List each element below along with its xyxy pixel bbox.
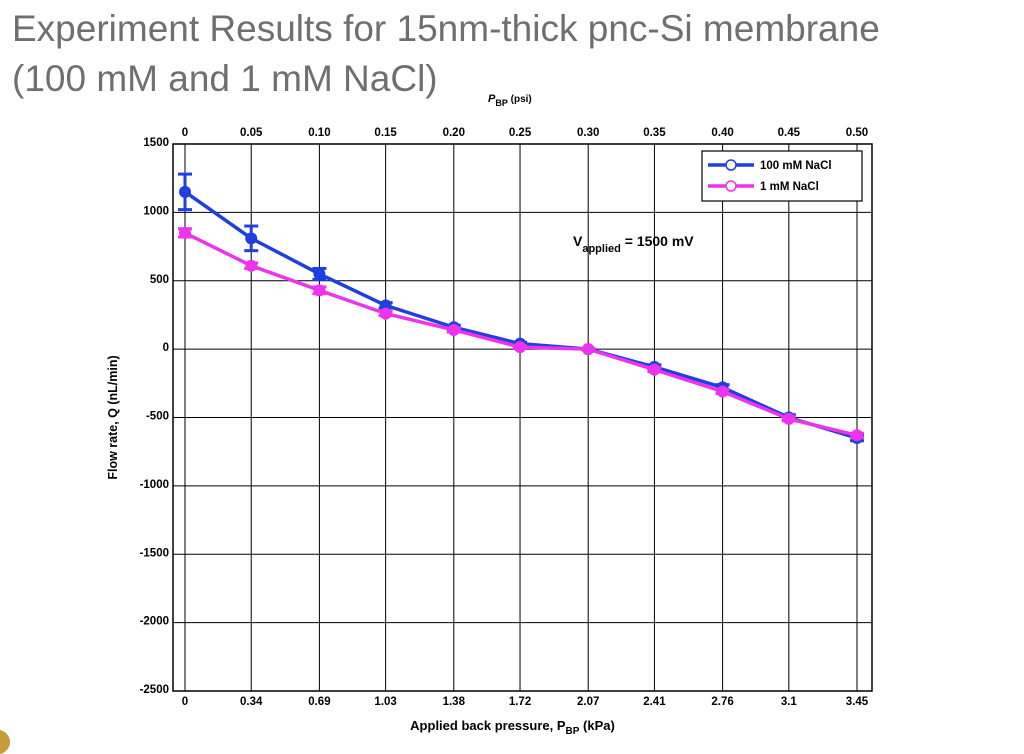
x2-tick-label: 0.10 — [308, 127, 330, 139]
x-tick-label: 2.76 — [711, 696, 733, 708]
legend-box — [701, 150, 863, 202]
slide-title-line-1: Experiment Results for 15nm-thick pnc-Si… — [12, 8, 880, 49]
x-tick-label: 2.07 — [577, 696, 599, 708]
x-tick-label: 3.1 — [781, 696, 798, 708]
x-axis-label: Applied back pressure, PBP (kPa) — [410, 718, 615, 737]
x-tick-label: 1.38 — [443, 696, 466, 708]
data-point — [179, 185, 191, 198]
y-tick-label: -2500 — [140, 684, 169, 696]
y-tick-label: 1000 — [143, 205, 169, 217]
legend-swatch-marker — [725, 159, 737, 171]
x2-tick-label: 0.25 — [509, 127, 532, 139]
data-point — [648, 363, 661, 376]
data-point — [245, 259, 258, 272]
x2-axis-label: PBP (psi) — [488, 93, 532, 108]
y-tick-label: -1500 — [140, 547, 169, 559]
x2-tick-label: 0.20 — [443, 127, 465, 139]
slide-title-line-2: (100 mM and 1 mM NaCl) — [12, 58, 438, 99]
slide-title: Experiment Results for 15nm-thick pnc-Si… — [12, 4, 1012, 104]
x2-tick-label: 0.15 — [374, 127, 397, 139]
data-point — [716, 385, 729, 398]
y-tick-label: 0 — [163, 342, 169, 354]
x-tick-label: 0.69 — [308, 696, 330, 708]
data-point — [245, 232, 258, 245]
y-axis-label: Flow rate, Q (nL/min) — [106, 355, 120, 479]
legend-label: 100 mM NaCl — [760, 160, 832, 172]
data-point — [851, 429, 863, 442]
x2-tick-label: 0.05 — [240, 127, 263, 139]
y-tick-label: -2000 — [140, 616, 169, 628]
x2-tick-label: 0.30 — [577, 127, 599, 139]
x-tick-label: 1.03 — [374, 696, 396, 708]
data-point — [179, 226, 191, 239]
legend-label: 1 mM NaCl — [760, 181, 819, 193]
data-point — [447, 323, 460, 336]
y-tick-label: 1500 — [143, 137, 169, 149]
data-point — [379, 307, 392, 320]
x2-tick-label: 0.45 — [778, 127, 801, 139]
data-point — [582, 343, 595, 356]
x2-tick-label: 0.50 — [846, 127, 868, 139]
x-tick-label: 1.72 — [509, 696, 531, 708]
data-point — [782, 412, 795, 425]
x2-tick-label: 0.40 — [711, 127, 733, 139]
y-tick-label: -500 — [146, 411, 169, 423]
x2-tick-label: 0 — [182, 127, 188, 139]
y-tick-label: -1000 — [140, 479, 169, 491]
data-point — [514, 341, 527, 354]
y-tick-label: 500 — [150, 274, 169, 286]
x-tick-label: 2.41 — [643, 696, 666, 708]
annotation-voltage: Vapplied = 1500 mV — [573, 233, 694, 255]
x2-tick-label: 0.35 — [643, 127, 666, 139]
data-point — [313, 284, 326, 297]
x-tick-label: 0 — [182, 696, 188, 708]
x-tick-label: 0.34 — [240, 696, 263, 708]
legend-swatch-marker — [725, 180, 737, 192]
data-point — [313, 267, 326, 280]
plot-frame — [172, 143, 873, 692]
x-tick-label: 3.45 — [846, 696, 869, 708]
